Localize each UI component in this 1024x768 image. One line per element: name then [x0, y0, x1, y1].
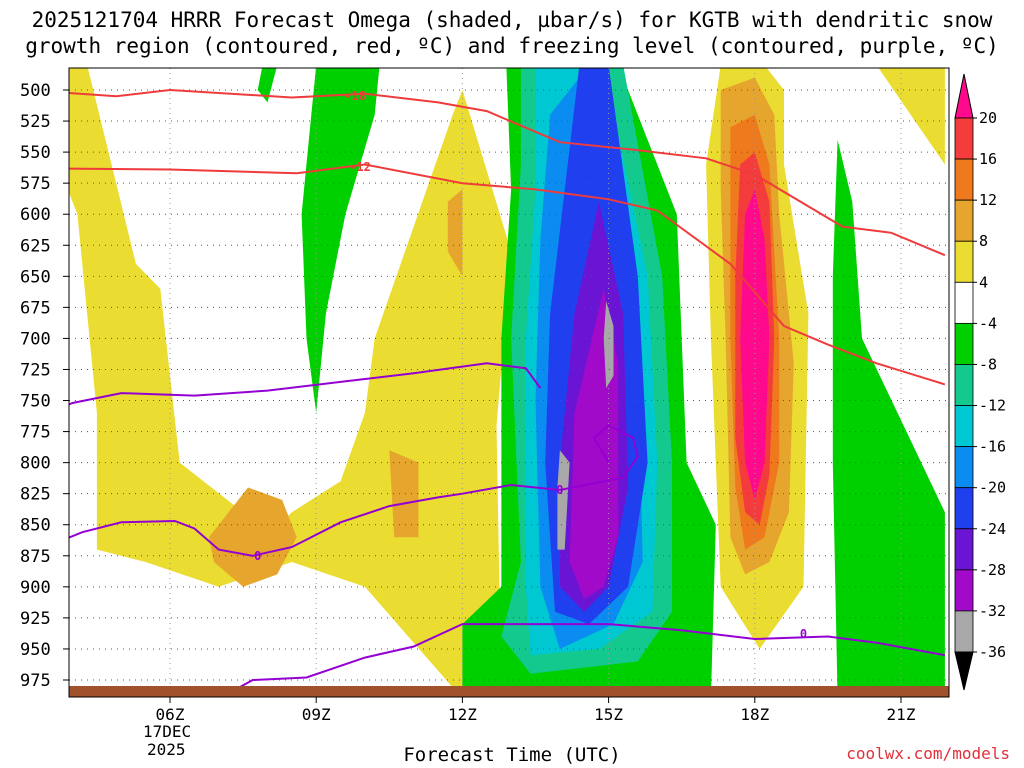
y-tick-label-875: 875: [20, 547, 51, 567]
y-tick-label-500: 500: [20, 81, 51, 101]
omega-region-3: [447, 189, 463, 277]
colorbar-label-9: -20: [979, 479, 1006, 497]
date-label-day: 17DEC: [143, 722, 192, 741]
freezing-contour-4: [219, 623, 946, 697]
y-tick-label-750: 750: [20, 392, 51, 412]
colorbar-label-1: 16: [979, 150, 997, 168]
omega-region-11: [301, 68, 380, 413]
colorbar-label-0: 20: [979, 109, 997, 127]
source-credit: coolwx.com/models: [846, 744, 1010, 763]
y-tick-label-825: 825: [20, 485, 51, 505]
colorbar-bottom-arrow: [954, 651, 974, 691]
freezing-contour-3: [69, 424, 639, 557]
contour-lines: -18 -12 0 0 0: [69, 88, 946, 697]
x-tick-label-09Z: 09Z: [302, 705, 331, 724]
x-axis-title: Forecast Time (UTC): [403, 744, 621, 766]
y-tick-label-600: 600: [20, 205, 51, 225]
date-label-year: 2025: [147, 740, 186, 759]
x-tick-label-06Z: 06Z: [156, 705, 185, 724]
colorbar-segment-13: [954, 610, 974, 653]
colorbar-segment-4: [954, 240, 974, 283]
colorbar-label-2: 12: [979, 191, 997, 209]
chart-title-line-1: 2025121704 HRRR Forecast Omega (shaded, …: [31, 8, 993, 32]
colorbar-label-10: -24: [979, 520, 1006, 538]
y-tick-label-850: 850: [20, 516, 51, 536]
x-tick-label-15Z: 15Z: [594, 705, 623, 724]
colorbar-segment-9: [954, 446, 974, 489]
colorbar-label-11: -28: [979, 561, 1006, 579]
omega-region-13: [832, 139, 945, 697]
y-tick-label-575: 575: [20, 174, 51, 194]
colorbar-segment-7: [954, 364, 974, 406]
y-tick-label-925: 925: [20, 609, 51, 629]
omega-region-9: [740, 189, 770, 500]
y-tick-label-675: 675: [20, 298, 51, 318]
colorbar-label-8: -16: [979, 438, 1006, 456]
y-tick-label-700: 700: [20, 329, 51, 349]
colorbar-segment-8: [954, 405, 974, 448]
temperature-contour-0: [69, 88, 946, 257]
temperature-contour-1: [69, 163, 946, 386]
colorbar-label-7: -12: [979, 397, 1006, 415]
colorbar-label-3: 8: [979, 232, 988, 250]
colorbar-segment-5: [954, 281, 974, 324]
omega-region-10: [257, 68, 277, 103]
plot-frame: [68, 67, 950, 698]
contour-label-0: -18: [344, 89, 366, 103]
freezing-contour-2: [69, 362, 542, 406]
colorbar-top-arrow: [954, 73, 974, 119]
y-tick-label-775: 775: [20, 423, 51, 443]
colorbar-label-5: -4: [979, 314, 997, 332]
colorbar-segment-1: [954, 117, 974, 160]
omega-region-5: [389, 450, 419, 538]
x-axis-time-ticks: 06Z 09Z 12Z 15Z 18Z 21Z: [156, 697, 916, 724]
omega-shaded-regions: [69, 68, 945, 697]
x-tick-label-12Z: 12Z: [448, 705, 477, 724]
chart-title-line-2: growth region (contoured, red, ºC) and f…: [25, 34, 999, 58]
y-tick-label-550: 550: [20, 143, 51, 163]
omega-region-20: [603, 301, 614, 389]
y-tick-label-950: 950: [20, 640, 51, 660]
y-tick-label-900: 900: [20, 578, 51, 598]
colorbar-segment-6: [954, 322, 974, 365]
omega-region-0: [69, 68, 512, 697]
omega-region-4: [209, 487, 297, 587]
colorbar-label-12: -32: [979, 602, 1006, 620]
colorbar-segment-2: [954, 158, 974, 201]
contour-label-4: 0: [800, 627, 807, 641]
omega-region-2: [878, 68, 945, 165]
y-tick-label-525: 525: [20, 112, 51, 132]
y-axis-pressure-ticks: 500 525 550 575 600 625 650 675 700 725 750 775 800 8…: [20, 81, 69, 691]
y-tick-label-975: 975: [20, 671, 51, 691]
contour-label-3: 0: [556, 483, 563, 497]
colorbar-segment-10: [954, 487, 974, 530]
contour-label-2: 0: [254, 549, 261, 563]
y-tick-label-725: 725: [20, 360, 51, 380]
colorbar-segment-12: [954, 569, 974, 612]
colorbar-label-4: 4: [979, 273, 988, 291]
colorbar-legend: 20 16 12 8 4 -4 -8 -12 -16 -20 -24 -28 -32 -36: [954, 73, 1006, 691]
y-tick-label-650: 650: [20, 267, 51, 287]
colorbar-label-6: -8: [979, 355, 997, 373]
x-tick-label-18Z: 18Z: [740, 705, 769, 724]
colorbar-label-13: -36: [979, 643, 1006, 661]
colorbar-segment-3: [954, 199, 974, 242]
omega-region-21: [557, 450, 570, 550]
y-tick-label-625: 625: [20, 236, 51, 256]
contour-label-1: -12: [349, 160, 371, 174]
colorbar-segment-11: [954, 528, 974, 571]
x-tick-label-21Z: 21Z: [887, 705, 916, 724]
y-tick-label-800: 800: [20, 454, 51, 474]
ground-surface-strip: [69, 686, 949, 697]
